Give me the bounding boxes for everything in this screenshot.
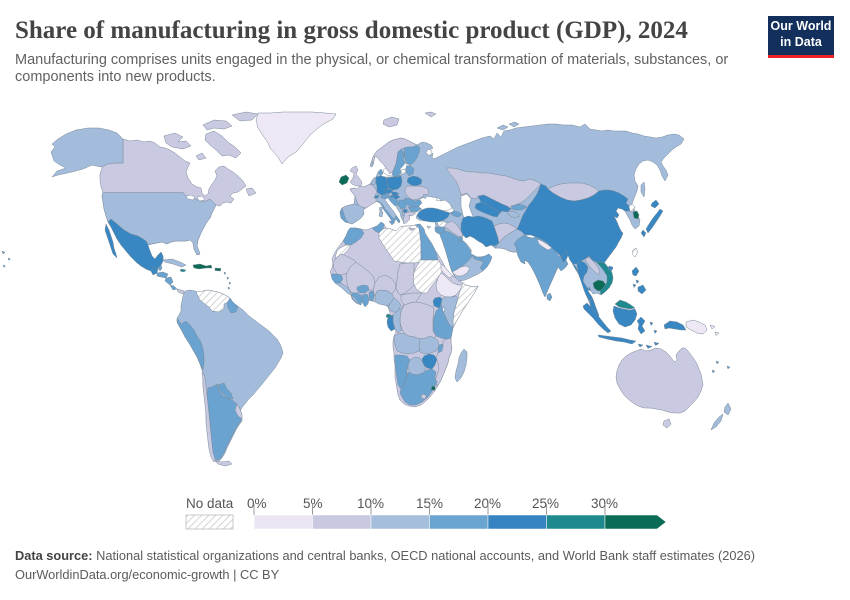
svg-text:5%: 5% xyxy=(303,496,323,511)
svg-text:No data: No data xyxy=(186,496,234,511)
svg-text:25%: 25% xyxy=(532,496,559,511)
svg-text:0%: 0% xyxy=(247,496,267,511)
svg-text:20%: 20% xyxy=(474,496,501,511)
svg-text:30%: 30% xyxy=(591,496,618,511)
svg-text:10%: 10% xyxy=(357,496,384,511)
svg-text:15%: 15% xyxy=(416,496,443,511)
